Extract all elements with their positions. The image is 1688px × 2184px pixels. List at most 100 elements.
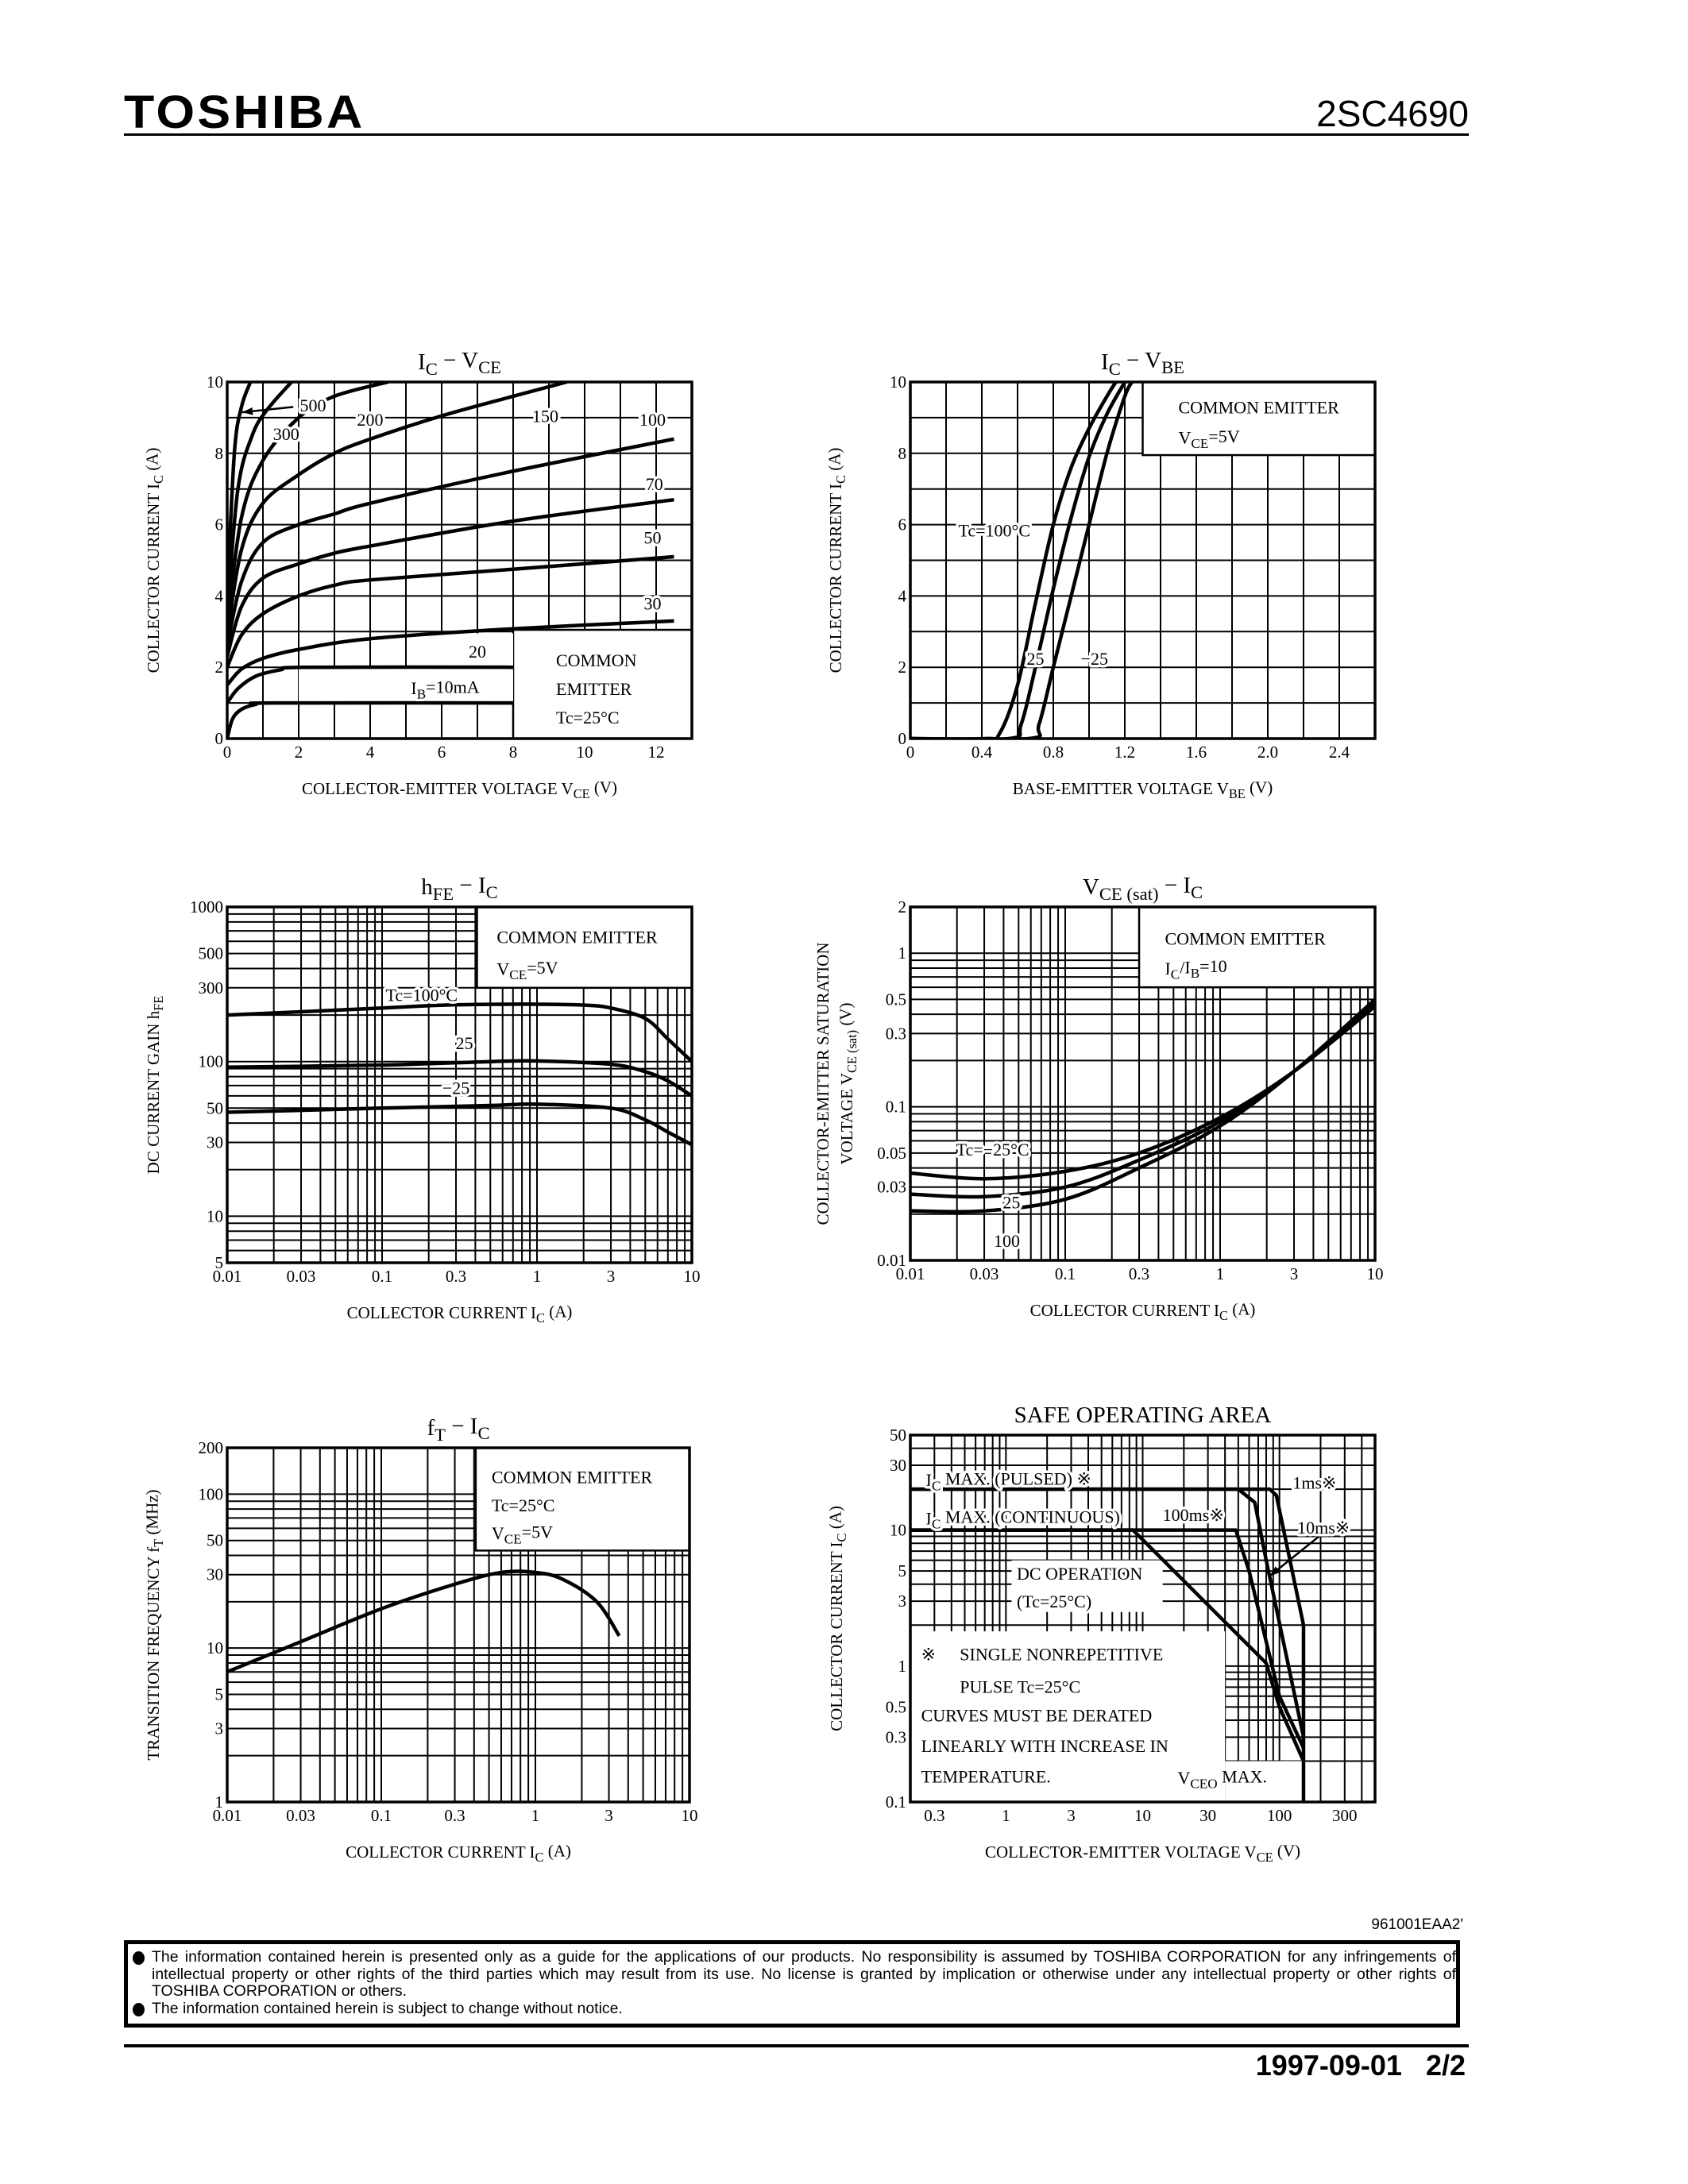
- notice-text: The information contained herein is pres…: [152, 1948, 1456, 2000]
- x-tick-label: 0.01: [213, 1267, 242, 1286]
- pointer-line: [1269, 1535, 1320, 1577]
- y-tick-label-part: 2: [898, 897, 907, 916]
- series-label-part: 25: [1027, 649, 1045, 669]
- x-tick-label: 1: [533, 1267, 542, 1286]
- series-label-part: −25: [1081, 649, 1108, 669]
- annotation-text: SINGLE NONREPETITIVE: [960, 1644, 1163, 1664]
- x-axis-label-part: (A): [545, 1302, 572, 1322]
- y-axis-label: DC CURRENT GAIN hFE: [144, 996, 166, 1175]
- annotation-text: COMMON: [556, 650, 637, 670]
- annotation-text: VCE=5V: [1179, 426, 1240, 451]
- y-axis-label-part: C: [151, 475, 166, 484]
- series-label-part: 300: [273, 424, 299, 444]
- y-axis-label: COLLECTOR CURRENT IC (A): [826, 1506, 850, 1731]
- x-tick-label-part: 0.3: [1129, 1264, 1149, 1283]
- annotation-text-part: V: [1177, 1768, 1190, 1788]
- y-tick-label: 10: [207, 372, 223, 392]
- x-axis-label: COLLECTOR-EMITTER VOLTAGE VCE (V): [302, 778, 617, 802]
- series-label: 50: [644, 527, 662, 547]
- y-axis-label-part: (A): [825, 448, 844, 475]
- x-tick-label-part: 8: [509, 743, 518, 762]
- y-axis-label-part: T: [151, 1539, 166, 1547]
- y-tick-label-part: 2: [898, 658, 907, 677]
- x-tick-label-part: 100: [1267, 1806, 1292, 1825]
- y-tick-label: 0.3: [886, 1024, 906, 1043]
- x-axis-label-part: COLLECTOR-EMITTER VOLTAGE V: [985, 1843, 1257, 1862]
- annotation-text-part: =5V: [1208, 426, 1239, 446]
- annotation-text-part: /I: [1180, 957, 1190, 977]
- y-tick-label: 100: [199, 1052, 224, 1071]
- chart-title: fT − IC: [427, 1414, 489, 1445]
- annotation-text-part: B: [1191, 966, 1199, 981]
- annotation-text-part: COMMON EMITTER: [492, 1467, 653, 1487]
- series-label-part: −25: [442, 1078, 469, 1098]
- x-axis-label-part: COLLECTOR CURRENT I: [1030, 1301, 1219, 1320]
- y-tick-label-part: 1000: [190, 897, 223, 916]
- series-label-part: B: [417, 687, 426, 702]
- y-axis-label-part: (A): [143, 448, 162, 475]
- x-tick-label-part: 1: [531, 1806, 540, 1825]
- series-label: 1ms※: [1292, 1472, 1336, 1492]
- x-tick-label: 0.4: [971, 743, 993, 762]
- y-axis-label-part: COLLECTOR CURRENT I: [827, 1542, 846, 1731]
- x-tick-label: 1: [1216, 1264, 1225, 1283]
- chart-title-part: T: [435, 1425, 446, 1445]
- y-axis-label-part: COLLECTOR CURRENT I: [826, 484, 845, 673]
- x-tick-label-part: 1.6: [1186, 743, 1207, 762]
- chart-title-part: − I: [446, 1414, 478, 1439]
- y-tick-label: 0.5: [886, 990, 906, 1009]
- y-tick-label: 200: [199, 1438, 224, 1457]
- annotation-text: COMMON EMITTER: [496, 928, 658, 947]
- series-label: 25: [1002, 1192, 1020, 1212]
- series-label-part: 100: [639, 410, 666, 430]
- annotation-text-part: COMMON EMITTER: [1165, 928, 1326, 948]
- x-tick-label: 3: [607, 1267, 616, 1286]
- x-tick-label: 0.01: [896, 1264, 925, 1283]
- y-tick-label-part: 30: [207, 1565, 223, 1584]
- x-tick-label: 1.2: [1114, 743, 1135, 762]
- series-label: 30: [644, 593, 662, 613]
- annotation-text-part: TEMPERATURE.: [921, 1766, 1051, 1786]
- y-tick-label: 1: [898, 943, 907, 963]
- series-label: 150: [532, 407, 558, 426]
- series-curve: [227, 1002, 692, 1063]
- plot-frame: [909, 1433, 1377, 1804]
- series-label: Tc=−25°C: [956, 1140, 1029, 1160]
- y-tick-label-part: 5: [215, 1253, 224, 1272]
- chart-5: COMMON EMITTER Tc=25°C VCE=5V 0.01 0.03 0.1 0.…: [143, 1414, 698, 1865]
- chart-title-part: V: [1083, 874, 1099, 900]
- y-tick-label-part: 50: [207, 1098, 223, 1117]
- annotation-text-part: MAX.: [1218, 1766, 1267, 1786]
- x-tick-label-part: 2: [295, 743, 303, 762]
- y-tick-label-part: 1: [898, 943, 907, 963]
- y-tick-label-part: 0.1: [886, 1792, 906, 1812]
- x-tick-label: 12: [648, 743, 665, 762]
- annotation-text-part: CE: [509, 967, 527, 982]
- x-tick-label: 30: [1199, 1806, 1216, 1825]
- arrow-head-icon: [1269, 1566, 1280, 1576]
- legend-box: [1141, 380, 1377, 457]
- x-axis-label-part: BASE-EMITTER VOLTAGE V: [1013, 779, 1229, 798]
- x-tick-label: 0.1: [371, 1806, 392, 1825]
- annotation-text: TEMPERATURE.: [921, 1766, 1051, 1786]
- x-axis-label: COLLECTOR CURRENT IC (A): [346, 1842, 571, 1866]
- annotation-text-part: ※: [921, 1644, 936, 1664]
- y-tick-label-part: 0.1: [886, 1098, 906, 1117]
- chart-1: IB=10mA20305070100150200300500COMMONEMIT…: [143, 348, 693, 802]
- annotation-text-part: V: [1179, 428, 1192, 448]
- series-label-part: 100: [994, 1231, 1020, 1251]
- annotation-text-part: PULSE Tc=25°C: [960, 1677, 1080, 1696]
- annotation-text: COMMON EMITTER: [1165, 928, 1326, 948]
- x-tick-label: 0.3: [924, 1806, 944, 1825]
- y-tick-label-part: 30: [890, 1456, 906, 1475]
- x-tick-label: 0.3: [444, 1806, 465, 1825]
- series-label-part: 200: [357, 410, 384, 430]
- y-axis-label: TRANSITION FREQUENCY fT (MHz): [143, 1489, 167, 1760]
- y-tick-label-part: 0: [898, 729, 907, 748]
- x-tick-label: 10: [1134, 1806, 1151, 1825]
- annotation-text: LINEARLY WITH INCREASE IN: [921, 1736, 1168, 1756]
- legend-box: [474, 1446, 691, 1552]
- annotation-text-part: CE: [1191, 436, 1208, 451]
- series-label-part: 25: [1002, 1192, 1020, 1212]
- y-tick-label: 0.1: [886, 1792, 906, 1812]
